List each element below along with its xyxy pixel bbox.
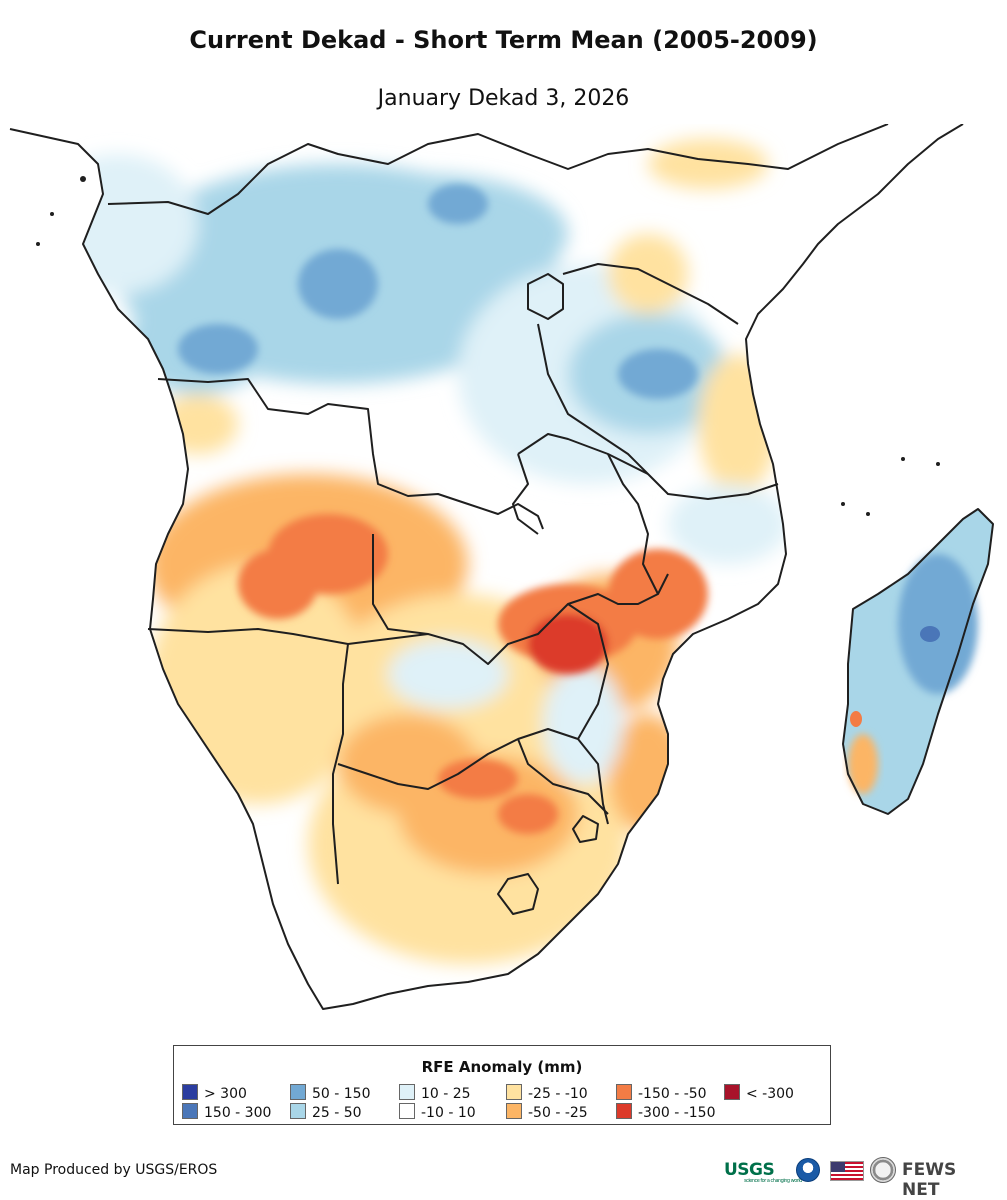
legend-item: 10 - 25 xyxy=(399,1084,471,1102)
legend-swatch xyxy=(616,1103,632,1119)
legend-item: -25 - -10 xyxy=(506,1084,588,1102)
country-borders xyxy=(9,124,994,1010)
legend-swatch xyxy=(506,1103,522,1119)
legend-swatch xyxy=(399,1084,415,1100)
legend-item: < -300 xyxy=(724,1084,794,1102)
legend-item: 50 - 150 xyxy=(290,1084,371,1102)
legend-swatch xyxy=(724,1084,740,1100)
legend-swatch xyxy=(182,1084,198,1100)
legend-swatch xyxy=(290,1103,306,1119)
legend-item: 25 - 50 xyxy=(290,1103,362,1121)
map-credit: Map Produced by USGS/EROS xyxy=(10,1162,218,1178)
us-flag-icon xyxy=(830,1161,864,1181)
logo-strip: USGS science for a changing world FEWS N… xyxy=(724,1156,999,1200)
anomaly-field xyxy=(38,139,788,964)
legend-item: -150 - -50 xyxy=(616,1084,707,1102)
legend-item: > 300 xyxy=(182,1084,247,1102)
anomaly-map xyxy=(8,124,998,1019)
legend-item: -50 - -25 xyxy=(506,1103,588,1121)
usgs-logo: USGS science for a changing world xyxy=(724,1160,802,1184)
map-subtitle: January Dekad 3, 2026 xyxy=(377,86,630,111)
state-department-seal-icon xyxy=(870,1157,896,1183)
legend-swatch xyxy=(616,1084,632,1100)
legend-swatch xyxy=(399,1103,415,1119)
noaa-logo-icon xyxy=(796,1158,820,1182)
fews-net-logo: FEWS NET xyxy=(902,1160,957,1200)
legend-item: -10 - 10 xyxy=(399,1103,476,1121)
islands xyxy=(36,176,940,516)
legend-swatch xyxy=(290,1084,306,1100)
map-title: Current Dekad - Short Term Mean (2005-20… xyxy=(189,26,818,54)
legend: RFE Anomaly (mm) > 300 150 - 300 50 - 15… xyxy=(173,1045,831,1125)
legend-swatch xyxy=(506,1084,522,1100)
legend-title: RFE Anomaly (mm) xyxy=(421,1058,583,1076)
legend-item: 150 - 300 xyxy=(182,1103,271,1121)
legend-swatch xyxy=(182,1103,198,1119)
madagascar-field xyxy=(843,509,993,814)
legend-item: -300 - -150 xyxy=(616,1103,716,1121)
